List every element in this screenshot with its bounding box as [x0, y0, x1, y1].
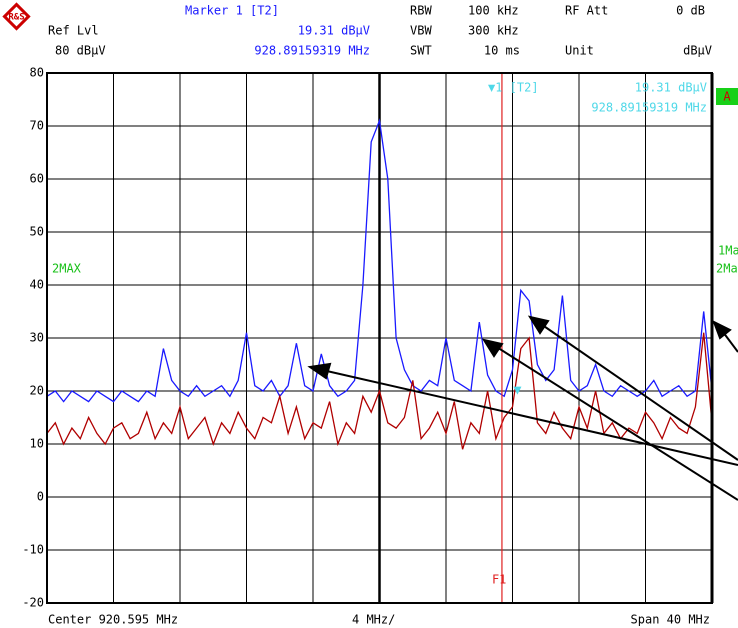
y-tick-label: -20 — [22, 596, 44, 610]
marker-title: Marker 1 [T2] — [185, 4, 279, 18]
marker-level-inplot: 19.31 dBµV — [635, 81, 707, 95]
rbw: 100 kHz — [468, 4, 519, 18]
a-label: A — [723, 90, 731, 104]
y-tick-label: 30 — [30, 331, 44, 345]
center-label: Center 920.595 MHz — [48, 613, 178, 627]
y-tick-label: -10 — [22, 543, 44, 557]
rf-att-label: RF Att — [565, 4, 608, 18]
trace — [46, 118, 713, 403]
trace-label: 2MAX — [52, 262, 82, 276]
y-tick-label: 20 — [30, 384, 44, 398]
y-tick-label: 0 — [37, 490, 44, 504]
svg-text:R&S: R&S — [8, 13, 24, 23]
a-badge — [716, 88, 738, 105]
swt: 10 ms — [484, 44, 520, 58]
y-tick-label: 70 — [30, 119, 44, 133]
trace — [46, 332, 713, 450]
per-div-label: 4 MHz/ — [352, 613, 395, 627]
marker-label: ▼1 [T2] — [488, 81, 539, 95]
y-tick-label: 60 — [30, 172, 44, 186]
marker-level: 19.31 dBµV — [298, 24, 370, 38]
unit-label: Unit — [565, 44, 594, 58]
logo: R&S — [2, 2, 31, 31]
ref-lvl: 80 dBµV — [55, 44, 106, 58]
y-tick-label: 40 — [30, 278, 44, 292]
marker-freq-inplot: 928.89159319 MHz — [591, 101, 707, 115]
y-tick-label: 50 — [30, 225, 44, 239]
display-line-label: F1 — [492, 573, 506, 587]
marker-freq: 928.89159319 MHz — [254, 44, 370, 58]
plot: 80 70 60 50 40 30 20 10 0 -10 -20 F1 — [22, 66, 714, 610]
side-label: 2Ma — [716, 262, 738, 276]
unit: dBµV — [683, 44, 712, 58]
rbw-label: RBW — [410, 4, 432, 18]
rf-att: 0 dB — [676, 4, 705, 18]
vbw-label: VBW — [410, 24, 432, 38]
annotation-arrows — [307, 315, 738, 501]
span-label: Span 40 MHz — [631, 613, 710, 627]
swt-label: SWT — [410, 44, 432, 58]
vbw: 300 kHz — [468, 24, 519, 38]
ref-lvl-label: Ref Lvl — [48, 24, 99, 38]
y-tick-label: 80 — [30, 66, 44, 80]
side-label: 1Ma — [718, 244, 738, 258]
y-tick-label: 10 — [30, 437, 44, 451]
marker — [513, 386, 522, 395]
